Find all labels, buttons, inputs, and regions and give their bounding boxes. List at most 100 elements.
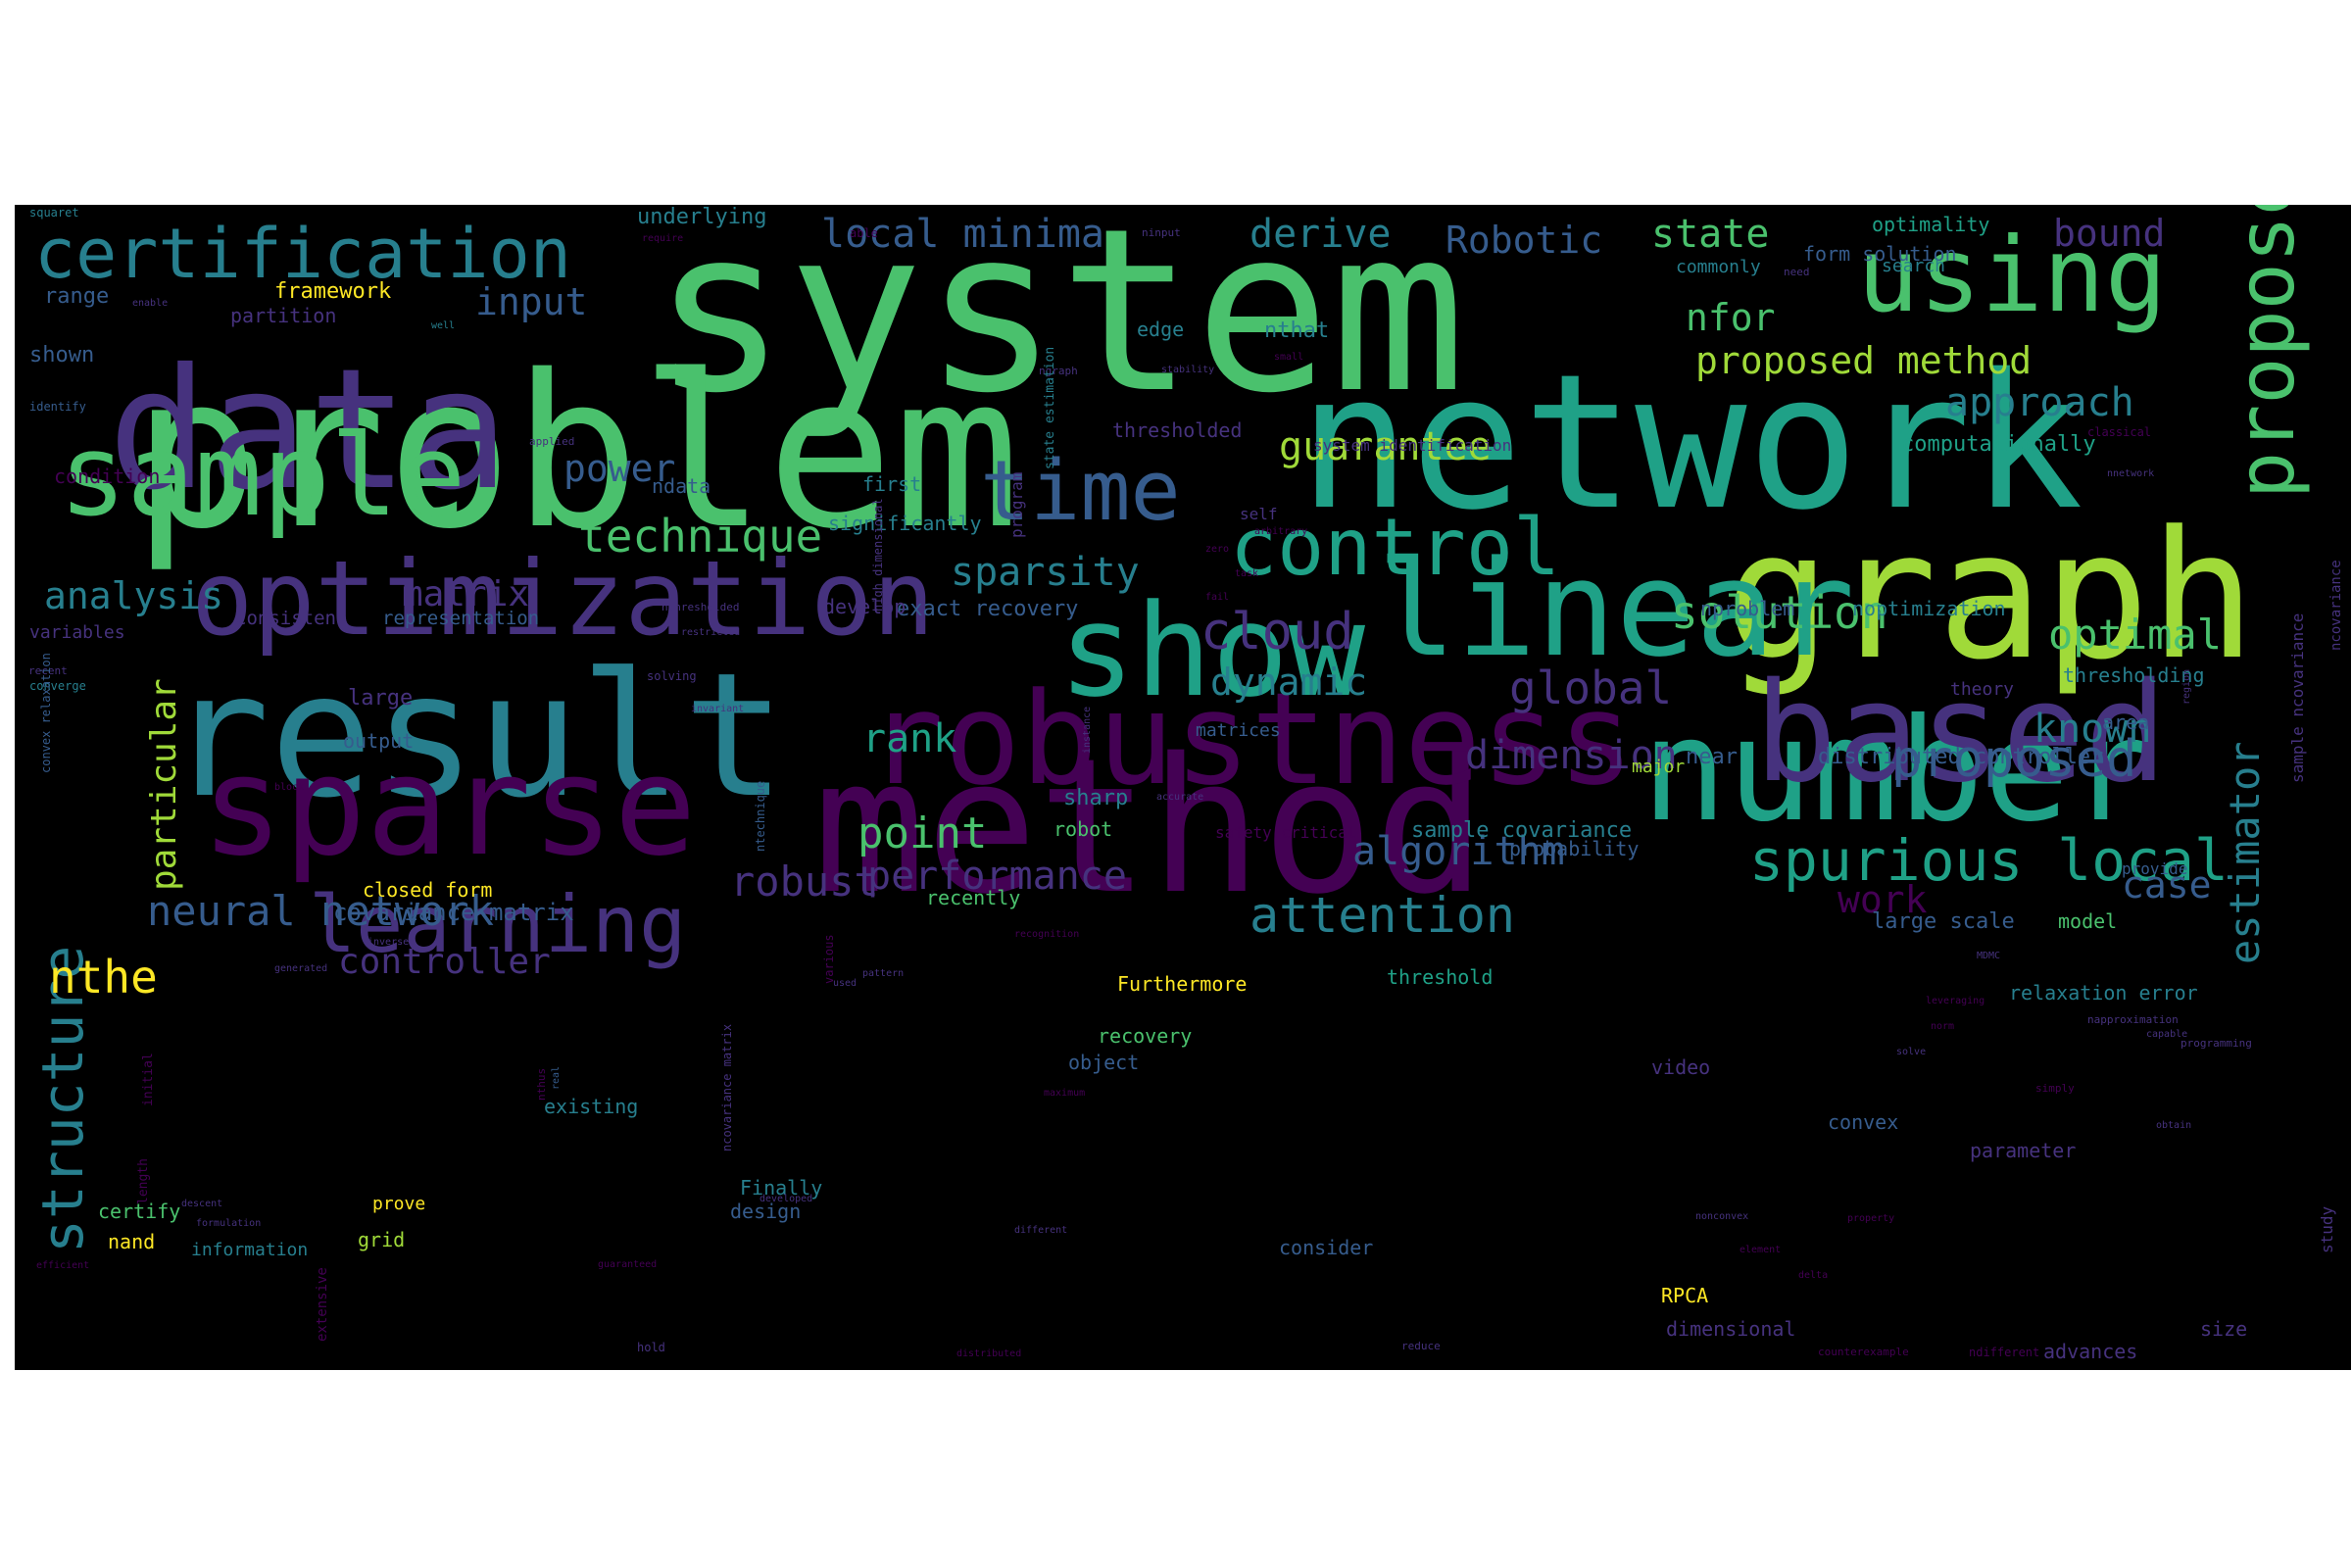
word-near: near [1686,745,1738,769]
word-ncovariance-matrix: ncovariance matrix [720,1023,734,1152]
word-particular: particular [144,678,184,891]
word-certify: certify [98,1200,181,1223]
word-large-scale: large scale [1872,909,2015,934]
word-show: show [1058,576,1366,725]
word-efficient: efficient [36,1260,90,1271]
word-based: based [1754,654,2168,813]
word-consider: consider [1279,1236,1374,1259]
word-edge: edge [1137,318,1185,341]
word-distributed: distributed [956,1348,1022,1359]
word-simply: simply [2035,1082,2075,1095]
word-advances: advances [2043,1340,2138,1363]
word-work: work [1838,878,1928,921]
word-bound: bound [2053,212,2166,255]
word-closed-form: closed form [363,878,493,902]
word-length: length [136,1158,151,1204]
word-object: object [1068,1051,1140,1074]
word-problem: problem [132,329,1021,575]
word-design: design [730,1200,802,1223]
word-threshold: threshold [1387,965,1494,989]
word-control: control [1230,502,1561,593]
word-extensive: extensive [315,1267,330,1342]
word-nthat: nthat [1264,318,1330,343]
word-time: time [980,443,1181,540]
word-programming: programming [2180,1037,2252,1050]
word-safety-critical: safety critical [1215,823,1357,842]
word-cloud: cloud [1200,603,1354,662]
word-commonly: commonly [1676,257,1761,277]
word-finally: Finally [740,1176,823,1200]
word-local-minima: local minima [821,212,1104,257]
word-restricted: restricted [681,627,741,638]
word-able: able [850,226,878,240]
word-grid: grid [358,1228,406,1251]
word-robustness: robustness [867,664,1635,813]
word-performance: performance [867,854,1127,899]
word-approach: approach [1945,380,2134,425]
word-result: result [167,637,787,836]
word-leveraging: leveraging [1926,996,1985,1006]
word-ndata: ndata [652,474,711,498]
word-prove: prove [372,1194,426,1214]
word-output: output [343,729,415,753]
word-global: global [1509,662,1673,714]
word-variables: variables [29,622,125,643]
word-property: property [1847,1213,1895,1224]
word-dimension: dimension [1465,733,1678,778]
word-napproximation: napproximation [2087,1013,2179,1026]
word-delta: delta [1798,1270,1829,1281]
word-develop: develop [823,595,906,618]
word-maximum: maximum [1044,1088,1086,1099]
word-linear: linear [1377,532,1855,686]
word-nthresholded: nthresholded [662,601,740,613]
word-recognition: recognition [1014,929,1080,940]
word-recovery: recovery [1098,1024,1193,1048]
word-controller: controller [338,942,551,982]
word-nproblem: nproblem [1700,597,1795,620]
word-matrix: matrix [402,574,530,614]
word-existing: existing [544,1095,639,1118]
word-size: size [2200,1317,2248,1341]
word-significantly: significantly [828,512,982,535]
word-dynamic: dynamic [1210,661,1368,704]
word-initial: initial [141,1053,156,1106]
word-self: self [1240,505,1278,523]
word-case: case [2122,863,2212,906]
word-model: model [2058,909,2118,933]
word-spurious-local: spurious local [1749,827,2229,894]
word-invariant: invariant [691,704,745,714]
word-search: search [1882,256,1946,276]
word-formulation: formulation [196,1218,262,1229]
word-robotic: Robotic [1446,219,1603,262]
word-data: data [108,333,510,527]
word-underlying: underlying [637,205,767,229]
word-instance: instance [1082,706,1093,754]
word-nonconvex: nonconvex [1695,1211,1749,1222]
word-ndifferent: ndifferent [1969,1346,2040,1359]
word-learning: learning [309,879,687,970]
word-recent: recent [28,664,68,677]
word-sample-covariance: sample covariance [1411,818,1633,843]
word-propose: propose [2221,205,2312,499]
word-parameter: parameter [1970,1139,2077,1162]
word-arbitrary: arbitrary [1254,526,1308,537]
word-guaranteed: guaranteed [598,1259,658,1270]
word-developed: developed [760,1194,813,1204]
word-thresholding: thresholding [2063,663,2205,687]
word-rank: rank [862,716,957,761]
word-probability: probability [1509,837,1640,860]
word-ncovariance: ncovariance [2328,560,2344,651]
word-squaret: squaret [29,206,79,220]
word-covariance-matrix: covariance matrix [333,899,574,926]
word-matrices: matrices [1196,720,1281,741]
word-furthermore: Furthermore [1117,972,1248,996]
word-region: region [2181,668,2192,705]
word-ngraph: ngraph [1039,365,1078,377]
word-network: network [1298,334,2083,551]
word-nnetwork: nnetwork [2107,468,2155,479]
word-optimal: optimal [2048,611,2223,659]
word-fail: fail [1205,592,1230,603]
word-reduce: reduce [1401,1340,1441,1352]
word-ntechnique: ntechnique [754,780,767,852]
word-input: input [475,280,588,323]
